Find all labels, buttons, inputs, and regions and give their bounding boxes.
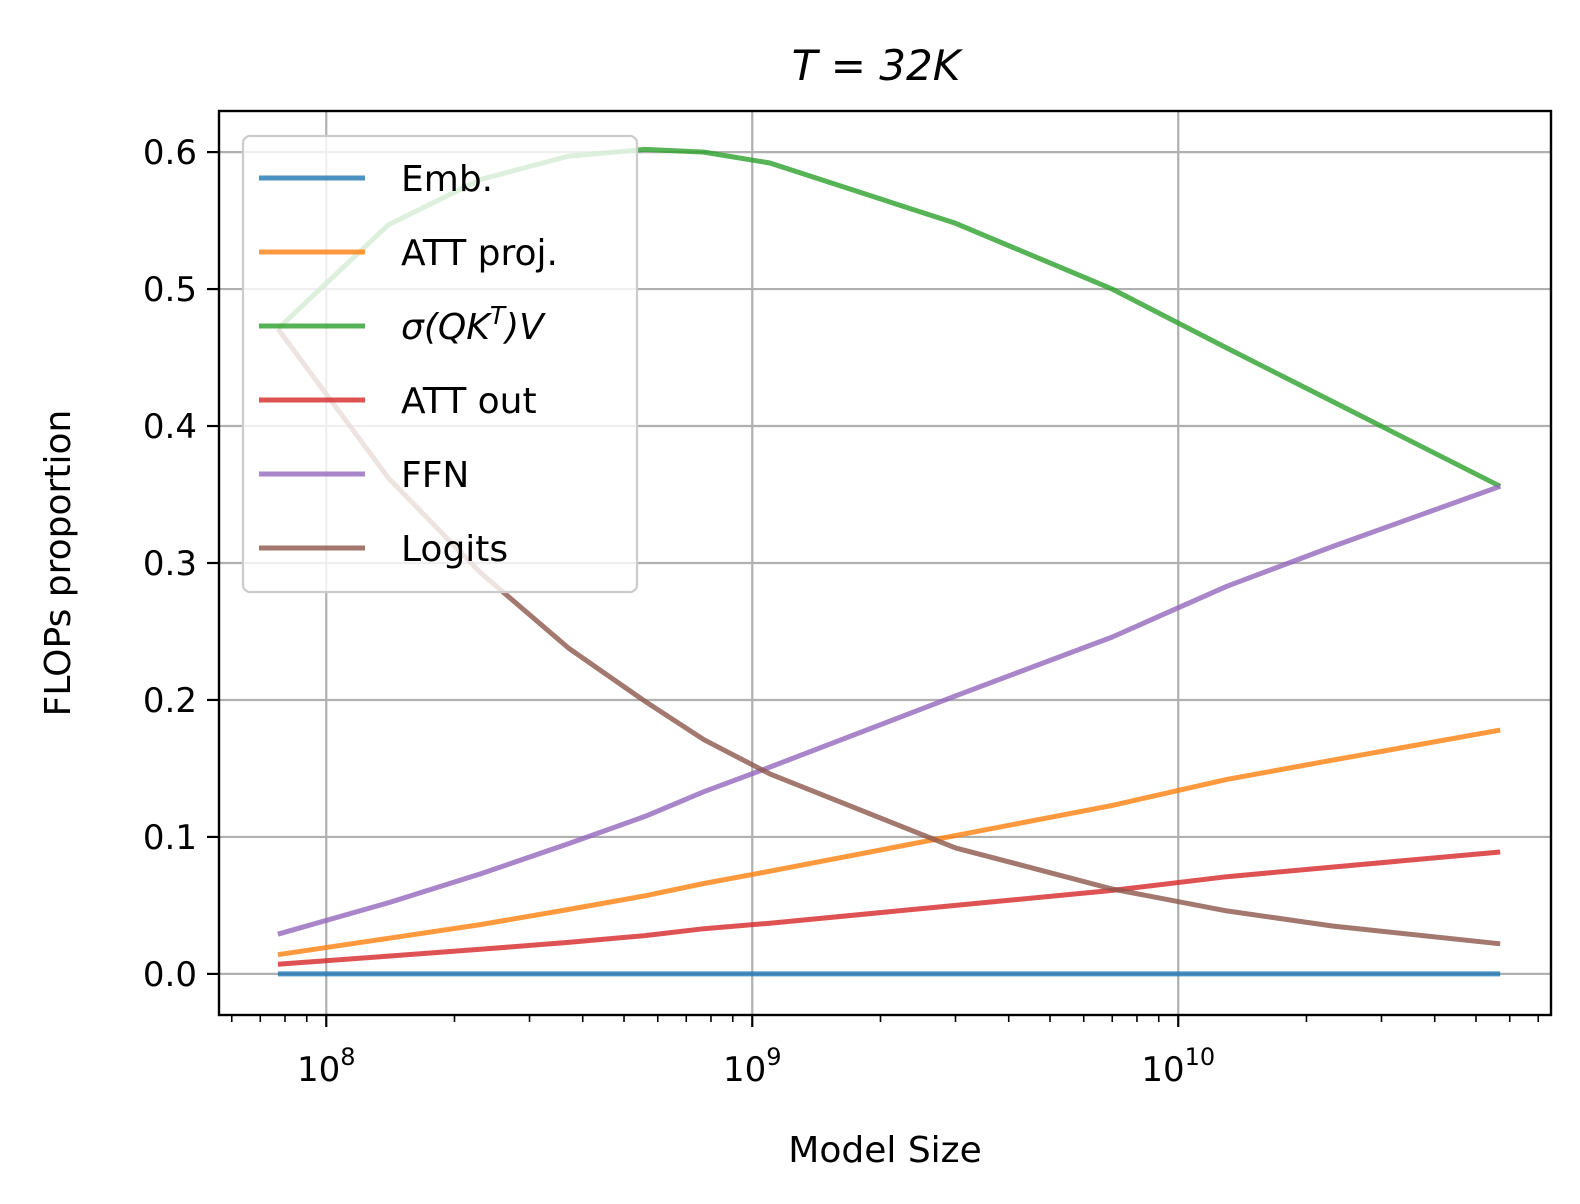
series-line-3 [277,849,1501,967]
legend-label-4: FFN [401,455,469,496]
legend-label-3: ATT out [401,381,537,422]
x-axis-label: Model Size [788,1130,981,1171]
x-tick-label: 1010 [1141,1043,1215,1090]
y-tick-label: 0.4 [143,407,197,447]
y-tick-label: 0.5 [143,270,197,310]
legend: Emb. ATT proj. σ(QKT)V ATT out FFN Logits [241,134,639,594]
x-tick-label: 109 [723,1043,782,1090]
series-line-1 [277,727,1501,958]
x-tick-label: 108 [297,1043,356,1090]
legend-box [241,134,639,594]
legend-label-2: σ(QKT)V [401,301,546,348]
y-axis-ticks: 0.0 0.1 0.2 0.3 0.4 0.5 0.6 [143,133,219,995]
chart-title: T = 32K [792,41,964,90]
series-line-4 [277,483,1502,937]
y-tick-label: 0.2 [143,681,197,721]
series-lines [275,146,1502,977]
legend-label-1: ATT proj. [401,233,558,274]
y-tick-label: 0.1 [143,818,197,858]
legend-label-0: Emb. [401,159,493,200]
legend-label-5: Logits [401,529,508,570]
y-tick-label: 0.3 [143,544,197,584]
x-axis-ticks: 108 109 1010 [230,1015,1540,1090]
y-tick-label: 0.0 [143,955,197,995]
y-axis-label: FLOPs proportion [38,410,79,717]
y-tick-label: 0.6 [143,133,197,173]
